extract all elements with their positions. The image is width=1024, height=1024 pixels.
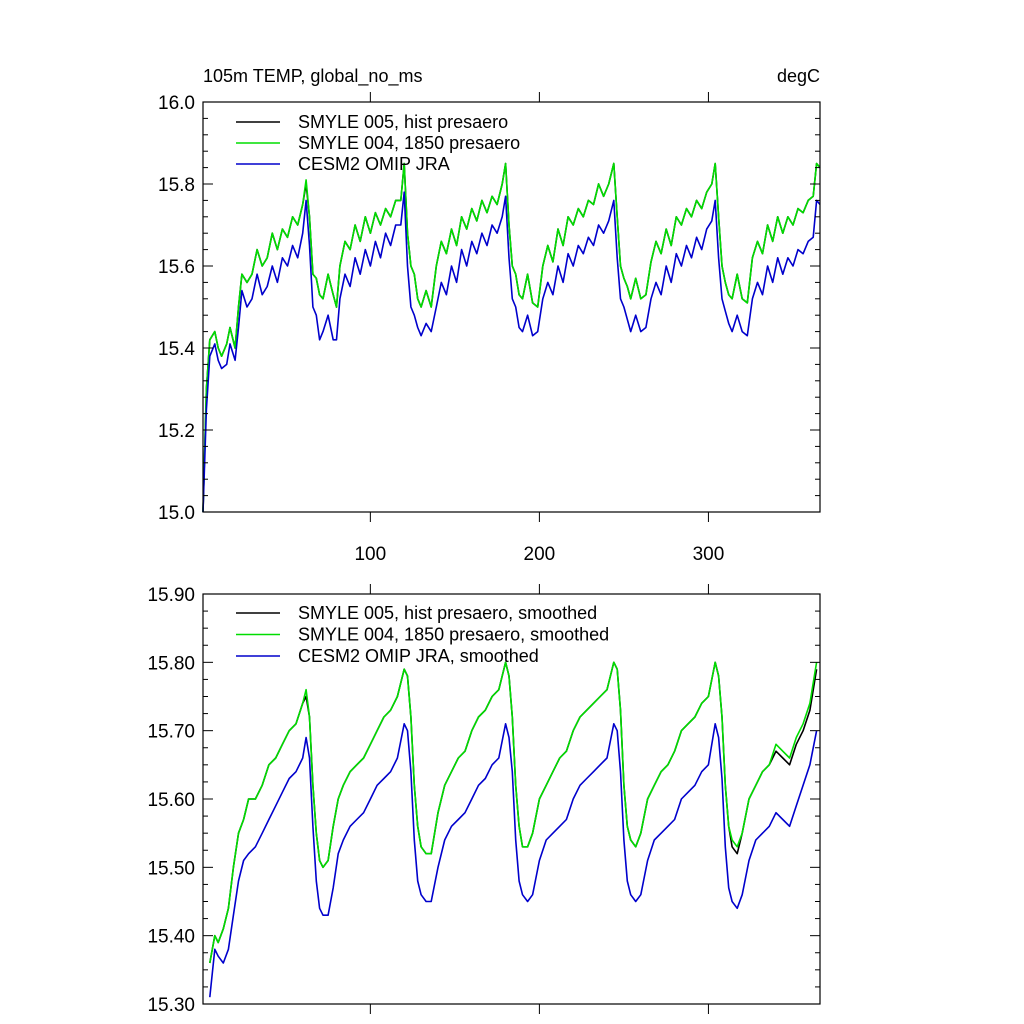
bottom-ytick-label-3: 15.60: [147, 790, 195, 811]
top-series-line-0: [202, 162, 821, 513]
bottom-ytick-label-1: 15.40: [147, 927, 195, 948]
top-ytick-label-2: 15.4: [158, 339, 195, 360]
top-xtick-label-2: 300: [693, 544, 725, 565]
top-plot-frame: [202, 101, 821, 513]
top-panel-title: 105m TEMP, global_no_ms: [203, 66, 422, 87]
top-panel: 105m TEMP, global_no_ms degC 15.015.215.…: [158, 66, 821, 565]
bottom-axis-ticks: 15.30 15.40 15.50 15.60 15.70 15.80 15.90: [147, 584, 820, 1016]
top-panel-units: degC: [777, 66, 820, 86]
top-ytick-label-3: 15.6: [158, 257, 195, 278]
top-ytick-label-1: 15.2: [158, 421, 195, 442]
bottom-plot-frame: [202, 593, 821, 1005]
bottom-ytick-label-2: 15.50: [147, 858, 195, 879]
bottom-series-group: [209, 661, 818, 998]
bottom-series-line-2: [209, 722, 818, 998]
top-axis-ticks: 15.0 15.2 15.4 15.6 15.8 16.0 100 200 300: [158, 92, 820, 565]
top-series-line-1: [202, 162, 821, 513]
top-xtick-label-1: 200: [524, 544, 556, 565]
top-legend-label-1: SMYLE 004, 1850 presaero: [298, 133, 520, 153]
bottom-series-line-1: [209, 661, 818, 964]
bottom-ytick-label-5: 15.80: [147, 653, 195, 674]
bottom-legend-label-1: SMYLE 004, 1850 presaero, smoothed: [298, 625, 609, 645]
bottom-panel: 15.30 15.40 15.50 15.60 15.70 15.80 15.90 SMYL…: [147, 584, 821, 1016]
top-ytick-label-0: 15.0: [158, 503, 195, 524]
bottom-ytick-label-6: 15.90: [147, 585, 195, 606]
bottom-legend-label-2: CESM2 OMIP JRA, smoothed: [298, 646, 539, 666]
top-xtick-label-0: 100: [354, 544, 386, 565]
top-legend-label-0: SMYLE 005, hist presaero: [298, 112, 508, 132]
bottom-ytick-label-0: 15.30: [147, 995, 195, 1016]
bottom-ytick-label-4: 15.70: [147, 722, 195, 743]
bottom-legend: SMYLE 005, hist presaero, smoothedSMYLE …: [236, 603, 609, 666]
top-legend-label-2: CESM2 OMIP JRA: [298, 154, 450, 174]
top-series-group: [202, 162, 821, 513]
top-ytick-label-4: 15.8: [158, 175, 195, 196]
top-series-line-2: [202, 191, 821, 513]
bottom-legend-label-0: SMYLE 005, hist presaero, smoothed: [298, 603, 597, 623]
top-ytick-label-5: 16.0: [158, 93, 195, 114]
